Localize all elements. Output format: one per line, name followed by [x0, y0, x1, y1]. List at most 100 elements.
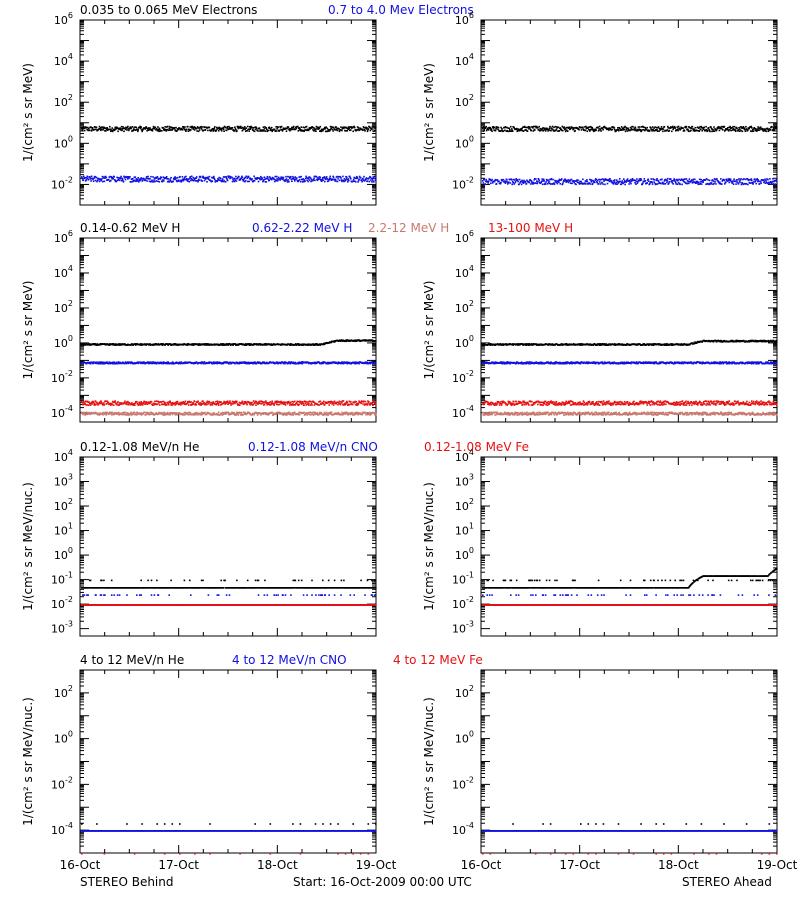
data-point	[749, 182, 751, 184]
data-point	[316, 343, 318, 345]
data-point	[277, 362, 280, 365]
data-point	[508, 130, 510, 133]
data-point	[228, 175, 231, 178]
data-point	[368, 413, 371, 416]
data-point	[505, 130, 508, 132]
data-point	[755, 182, 757, 185]
data-point	[145, 411, 147, 414]
data-point	[306, 344, 309, 346]
data-point	[557, 126, 560, 129]
data-point	[489, 179, 491, 181]
data-point	[193, 129, 196, 131]
data-point	[569, 182, 572, 184]
data-point	[720, 127, 722, 130]
data-point	[354, 362, 357, 365]
data-point	[192, 362, 195, 365]
data-point	[579, 180, 581, 183]
data-point	[662, 128, 665, 130]
data-point	[126, 126, 129, 129]
data-point	[540, 180, 543, 182]
data-point	[671, 180, 674, 182]
data-point	[725, 181, 727, 184]
data-point	[350, 129, 352, 131]
data-point	[655, 183, 657, 185]
data-point	[295, 343, 297, 345]
data-point	[284, 180, 286, 183]
data-point	[281, 413, 284, 415]
data-point	[187, 125, 189, 128]
data-point	[106, 411, 109, 414]
data-point	[97, 413, 100, 416]
data-point	[146, 180, 148, 182]
data-point	[124, 176, 126, 179]
data-point	[574, 129, 576, 132]
data-point	[319, 411, 321, 414]
data-point	[355, 413, 357, 415]
data-point	[651, 183, 654, 185]
data-point	[717, 180, 719, 182]
data-point	[204, 129, 207, 131]
data-point	[683, 181, 686, 183]
data-point	[692, 178, 695, 181]
data-point	[494, 178, 497, 181]
data-point	[168, 412, 171, 414]
data-point	[142, 402, 145, 405]
data-point	[126, 403, 128, 406]
data-point	[188, 178, 190, 180]
data-point	[487, 129, 490, 131]
data-point	[112, 412, 115, 415]
data-point	[184, 129, 187, 131]
data-point	[97, 177, 100, 180]
data-point	[196, 126, 199, 128]
data-point	[206, 177, 209, 180]
data-point	[724, 183, 726, 185]
data-point	[677, 179, 679, 181]
data-point	[153, 402, 155, 405]
data-point	[357, 128, 359, 131]
data-point	[542, 130, 544, 132]
data-point	[255, 126, 257, 128]
data-point	[252, 127, 255, 129]
data-point	[297, 362, 299, 365]
data-point	[591, 126, 594, 129]
data-point	[314, 343, 317, 345]
data-point	[189, 176, 192, 178]
data-point	[737, 182, 739, 184]
data-point	[105, 130, 107, 132]
data-point	[315, 362, 318, 365]
data-point	[364, 179, 366, 182]
data-point	[283, 361, 286, 363]
data-point	[293, 178, 296, 181]
data-point	[599, 128, 602, 130]
data-point	[131, 180, 134, 183]
data-point	[145, 402, 148, 404]
data-point	[614, 128, 616, 131]
data-point	[145, 177, 147, 180]
data-point	[592, 129, 594, 131]
data-point	[275, 175, 278, 178]
data-point	[337, 177, 339, 180]
data-point	[354, 340, 356, 343]
data-point	[659, 182, 661, 184]
data-point	[220, 130, 223, 132]
data-point	[84, 177, 86, 179]
data-point	[163, 129, 166, 132]
data-point	[591, 182, 594, 185]
data-point	[737, 130, 739, 132]
data-point	[138, 412, 141, 414]
data-point	[287, 126, 290, 128]
data-point	[366, 130, 369, 133]
data-point	[244, 176, 246, 179]
data-point	[148, 401, 151, 403]
data-point	[116, 362, 119, 365]
data-point	[185, 175, 187, 178]
data-point	[188, 128, 191, 131]
data-point	[344, 129, 346, 132]
data-point	[330, 127, 332, 130]
data-point	[314, 179, 316, 182]
data-point	[101, 361, 103, 363]
data-point	[171, 128, 174, 130]
data-point	[347, 413, 350, 416]
data-point	[113, 413, 115, 416]
data-point	[635, 128, 637, 130]
